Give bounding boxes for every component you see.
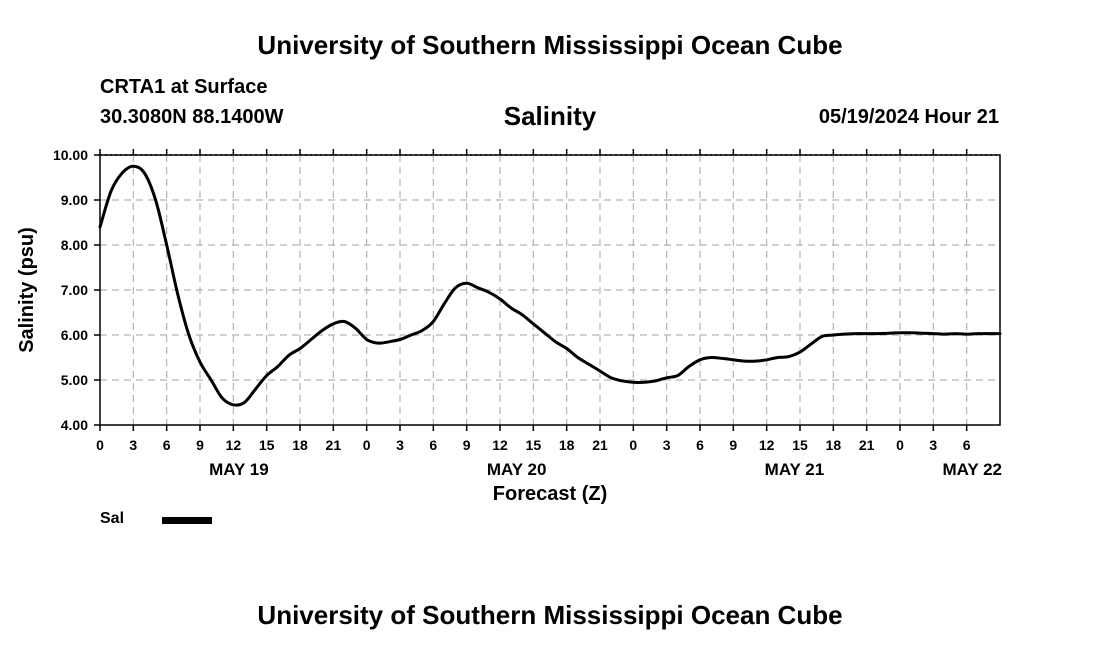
x-tick-label: 0	[96, 437, 104, 453]
y-tick-label: 5.00	[61, 372, 88, 388]
x-tick-label: 9	[463, 437, 471, 453]
y-tick-label: 4.00	[61, 417, 88, 433]
plot-frame	[99, 154, 1001, 426]
y-tick-label: 9.00	[61, 192, 88, 208]
x-tick-label: 18	[826, 437, 842, 453]
chart-title: Salinity	[503, 101, 597, 131]
forecast-datetime: 05/19/2024 Hour 21	[818, 106, 999, 128]
footer-title: University of Southern Mississippi Ocean…	[257, 600, 843, 630]
x-tick-label: 12	[759, 437, 775, 453]
x-tick-label: 15	[259, 437, 275, 453]
y-tick-label: 6.00	[61, 327, 88, 343]
x-tick-label: 15	[526, 437, 542, 453]
station-label: CRTA1 at Surface	[100, 76, 268, 98]
x-tick-label: 6	[963, 437, 971, 453]
legend-swatch	[162, 517, 212, 524]
axis-labels: 4.00 5.00 6.00 7.00 8.00 9.00 10.00 0 3 6 9 12 15 18 2…	[53, 147, 1002, 479]
y-tick-label: 8.00	[61, 237, 88, 253]
grid-layer	[100, 154, 1000, 425]
salinity-series-line	[98, 164, 1002, 407]
x-tick-label: 21	[326, 437, 342, 453]
x-tick-label: 12	[226, 437, 242, 453]
x-tick-label: 21	[859, 437, 875, 453]
x-tick-label: 6	[163, 437, 171, 453]
x-tick-label: 9	[729, 437, 737, 453]
x-tick-label: 6	[429, 437, 437, 453]
x-tick-label: 18	[292, 437, 308, 453]
day-label: MAY 19	[209, 460, 269, 479]
legend-label: Sal	[100, 510, 125, 527]
x-tick-label: 9	[196, 437, 204, 453]
page-title: University of Southern Mississippi Ocean…	[257, 30, 843, 60]
day-label: MAY 21	[765, 460, 825, 479]
x-tick-label: 0	[629, 437, 637, 453]
x-tick-label: 6	[696, 437, 704, 453]
station-coordinates: 30.3080N 88.1400W	[100, 106, 284, 128]
y-tick-label: 7.00	[61, 282, 88, 298]
y-tick-label: 10.00	[53, 147, 88, 163]
series-layer	[98, 164, 1002, 407]
x-axis-title: Forecast (Z)	[493, 483, 607, 505]
y-axis-title: Salinity (psu)	[16, 227, 38, 353]
day-label: MAY 22	[942, 460, 1002, 479]
tick-layer	[94, 149, 968, 431]
x-tick-label: 21	[592, 437, 608, 453]
x-tick-label: 15	[792, 437, 808, 453]
x-tick-label: 3	[663, 437, 671, 453]
x-tick-label: 3	[396, 437, 404, 453]
x-tick-label: 3	[929, 437, 937, 453]
x-tick-label: 18	[559, 437, 575, 453]
x-tick-label: 0	[896, 437, 904, 453]
x-tick-label: 12	[492, 437, 508, 453]
day-label: MAY 20	[487, 460, 547, 479]
x-tick-label: 3	[129, 437, 137, 453]
x-tick-label: 0	[363, 437, 371, 453]
